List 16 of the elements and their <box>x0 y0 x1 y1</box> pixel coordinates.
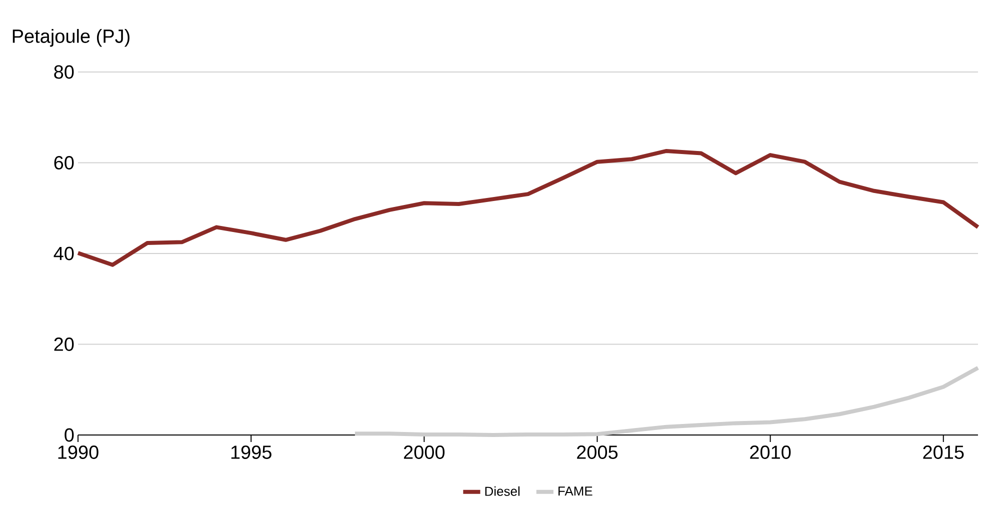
x-tick-label: 2005 <box>577 446 618 459</box>
line-series <box>76 148 980 267</box>
legend-label: FAME <box>558 486 592 496</box>
y-axis-title: Petajoule (PJ) <box>12 28 130 47</box>
x-tick-label: 1990 <box>58 446 98 459</box>
y-tick-label: 80 <box>54 65 74 79</box>
line-series <box>352 366 980 437</box>
x-tick-label: 2015 <box>923 446 964 459</box>
y-tick-label: 0 <box>64 428 74 442</box>
x-tick-label: 1995 <box>231 446 272 459</box>
x-tick-label: 2000 <box>404 446 445 459</box>
x-tick-label: 2010 <box>750 446 791 459</box>
y-tick-label: 60 <box>54 156 74 170</box>
y-tick-label: 20 <box>54 338 74 351</box>
y-tick-label: 40 <box>54 246 74 260</box>
legend-label: Diesel <box>485 486 520 496</box>
